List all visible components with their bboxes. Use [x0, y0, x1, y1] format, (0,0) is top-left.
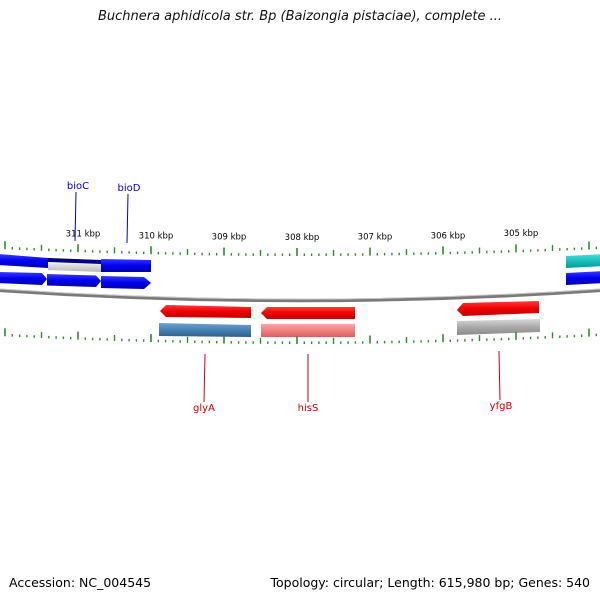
scale-tick-label: 311 kbp	[66, 229, 101, 239]
label-bioC[interactable]: bioC	[67, 181, 89, 192]
scale-tick-label: 309 kbp	[212, 233, 247, 243]
gene-yfgB-arrow[interactable]	[457, 301, 539, 316]
gene-hisS[interactable]	[261, 324, 355, 337]
scale-tick-label: 310 kbp	[139, 231, 174, 241]
genome-backbone-highlight	[0, 288, 600, 300]
map-title: Buchnera aphidicola str. Bp (Baizongia p…	[97, 9, 503, 24]
genome-backbone	[0, 288, 600, 303]
gene-forward-5[interactable]	[47, 274, 101, 287]
genome-summary: Topology: circular; Length: 615,980 bp; …	[270, 575, 591, 590]
scale-tick-label: 307 kbp	[358, 233, 393, 243]
scale-tick-label: 308 kbp	[285, 233, 320, 243]
gene-bioC[interactable]	[48, 258, 101, 264]
gene-forward-4[interactable]	[0, 272, 47, 285]
leader-bioC	[74, 191, 77, 242]
gene-yfgB[interactable]	[457, 319, 540, 335]
label-glyA[interactable]: glyA	[193, 403, 215, 414]
label-yfgB[interactable]: yfgB	[490, 401, 513, 412]
gene-forward-right[interactable]	[566, 271, 600, 285]
gene-bioC-lower	[48, 263, 101, 272]
gene-glyA[interactable]	[159, 323, 251, 337]
scale-tick-label: 305 kbp	[504, 229, 539, 239]
label-bioD[interactable]: bioD	[118, 183, 141, 194]
forward-strand-genes	[0, 254, 600, 289]
gene-bioD[interactable]	[101, 259, 151, 272]
scale-tick-label: 306 kbp	[431, 231, 466, 241]
leader-yfgB	[498, 350, 501, 401]
reverse-strand-genes	[159, 301, 540, 337]
scale-tick-labels: 311 kbp 310 kbp 309 kbp 308 kbp 307 kbp 306 k…	[66, 229, 539, 243]
gene-hisS-arrow[interactable]	[261, 307, 355, 319]
gene-labels: bioC bioD glyA hisS yfgB	[67, 181, 513, 414]
gene-forward-6[interactable]	[101, 276, 151, 289]
gene-rna-right[interactable]	[566, 254, 600, 268]
gene-forward-1[interactable]	[0, 254, 48, 268]
gene-glyA-arrow[interactable]	[160, 305, 251, 318]
label-hisS[interactable]: hisS	[298, 403, 319, 414]
leader-glyA	[203, 353, 206, 403]
leader-bioD	[126, 193, 129, 244]
scale-ticks	[4, 241, 597, 344]
accession-label: Accession: NC_004545	[9, 575, 152, 590]
